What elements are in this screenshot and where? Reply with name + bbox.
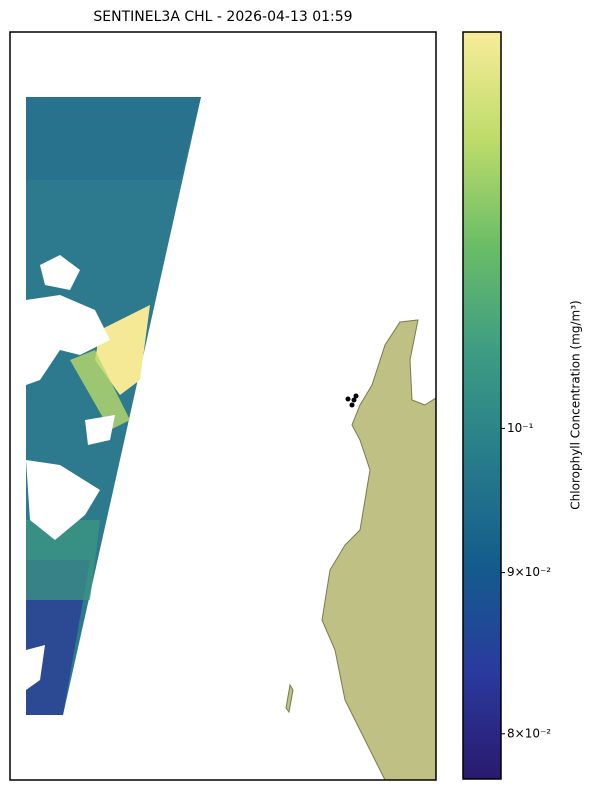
map-title: SENTINEL3A CHL - 2026-04-13 01:59 [93, 9, 352, 25]
swath-region [26, 97, 201, 180]
colorbar-label: Chlorophyll Concentration (mg/m³) [569, 300, 583, 509]
colorbar-tick-label: 9×10⁻² [507, 565, 551, 579]
cloud [85, 415, 115, 445]
map-frame [9, 31, 437, 781]
swath-region [26, 520, 100, 600]
station-marker [345, 396, 351, 402]
island [285, 683, 294, 714]
station-marker [349, 402, 355, 408]
cloud [40, 255, 80, 290]
land [321, 319, 436, 780]
high-chl-streak [95, 305, 150, 395]
colorbar: 8×10⁻² 9×10⁻² 10⁻¹ [462, 31, 551, 780]
station-marker [353, 393, 359, 399]
cloud [26, 295, 110, 385]
cloud [26, 460, 100, 540]
cloud [26, 645, 45, 690]
station-marker [351, 397, 357, 403]
high-chl-streak [70, 350, 130, 430]
map-area [26, 97, 436, 780]
colorbar-tick-label: 10⁻¹ [507, 421, 534, 435]
colorbar-tick-label: 8×10⁻² [507, 726, 551, 740]
colorbar-gradient [462, 31, 502, 780]
